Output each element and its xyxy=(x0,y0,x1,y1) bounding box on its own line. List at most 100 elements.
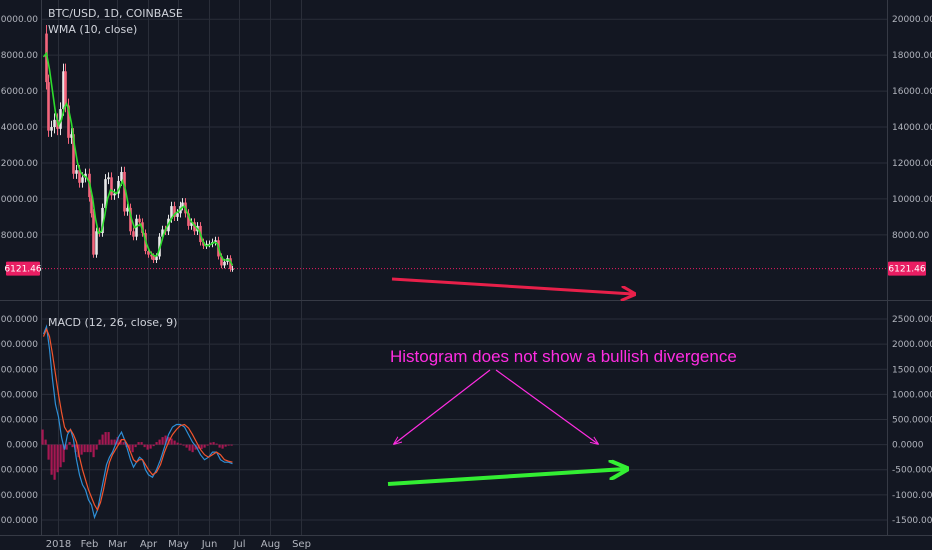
candle-body xyxy=(81,177,84,183)
candle-body xyxy=(170,206,173,219)
candle-body xyxy=(64,71,67,106)
candle-body xyxy=(123,171,126,212)
histogram-bar xyxy=(89,444,92,453)
histogram-bar xyxy=(56,444,59,473)
macd-y-tick-left: -500.0000 xyxy=(0,466,38,476)
histogram-bar xyxy=(128,444,131,450)
macd-y-tick-right: -1500.0000 xyxy=(892,516,932,526)
candle-body xyxy=(138,218,141,223)
candle-body xyxy=(231,268,234,270)
histogram-bar xyxy=(149,444,152,449)
candle-body xyxy=(47,82,50,131)
candle-body xyxy=(181,202,184,207)
annotation-text: Histogram does not show a bullish diverg… xyxy=(390,347,737,366)
macd-y-tick-left: 2000.0000 xyxy=(0,340,38,350)
histogram-bar xyxy=(218,444,221,448)
histogram-bar xyxy=(185,444,188,448)
price-badge-right xyxy=(888,261,926,276)
wma-title[interactable]: WMA (10, close) xyxy=(48,23,137,36)
price-y-axis: 20000.00 20000.00 18000.00 18000.00 16000.00… xyxy=(0,15,932,241)
signal-line xyxy=(42,327,233,512)
histogram-bar xyxy=(212,442,215,445)
histogram-bar xyxy=(107,432,110,445)
macd-y-tick-right: 1000.0000 xyxy=(892,390,932,400)
x-tick-label: 2018 xyxy=(46,539,71,550)
histogram-bar xyxy=(113,439,116,445)
macd-y-tick-right: -500.0000 xyxy=(892,466,932,476)
candle-body xyxy=(59,109,62,129)
histogram-bar xyxy=(155,442,158,445)
x-tick-label: May xyxy=(168,539,189,550)
time-x-axis: 2018 Feb Mar Apr May Jun Jul Aug Sep xyxy=(46,539,311,550)
histogram-bar xyxy=(158,439,161,445)
histogram-bar xyxy=(98,439,101,445)
candle-body xyxy=(147,251,150,255)
histogram-bar xyxy=(80,444,83,455)
histogram-bar xyxy=(62,444,65,463)
histogram-bar xyxy=(200,444,203,450)
x-tick-label: Feb xyxy=(81,539,99,550)
macd-y-tick-left: 1000.0000 xyxy=(0,390,38,400)
candle-body xyxy=(67,105,70,138)
candle-body xyxy=(129,207,132,232)
candle-body xyxy=(113,193,116,196)
histogram-bar xyxy=(194,444,197,450)
candle-body xyxy=(110,177,113,196)
price-y-tick-right: 20000.00 xyxy=(892,15,932,25)
histogram-bar xyxy=(86,444,89,453)
price-y-tick-right: 10000.00 xyxy=(892,195,932,205)
candle-body xyxy=(150,254,153,257)
candle-body xyxy=(155,256,158,261)
price-y-tick-left: 16000.00 xyxy=(0,87,38,97)
wma-line xyxy=(42,51,234,266)
histogram-bar xyxy=(41,429,44,445)
candle-body xyxy=(161,229,164,237)
histogram-bar xyxy=(131,444,134,453)
macd-y-tick-left: 1500.0000 xyxy=(0,365,38,375)
histogram-bar xyxy=(65,444,68,450)
candle-body xyxy=(78,170,81,183)
candle-body xyxy=(187,213,190,226)
macd-y-tick-right: 2000.0000 xyxy=(892,340,932,350)
macd-y-tick-left: 500.0000 xyxy=(0,416,38,426)
histogram-bar xyxy=(224,444,227,447)
candle-body xyxy=(220,256,223,266)
annotation-pointer-left xyxy=(394,369,491,444)
macd-y-axis: 2500.0000 2500.0000 2000.0000 2000.0000 1500… xyxy=(0,315,932,526)
histogram-bar xyxy=(110,439,113,445)
macd-y-tick-right: -1000.0000 xyxy=(892,491,932,501)
price-y-tick-left: 20000.00 xyxy=(0,15,38,25)
histogram-bar xyxy=(230,444,233,446)
macd-y-tick-right: 0.0000 xyxy=(892,441,924,451)
price-badge-left xyxy=(6,261,40,276)
macd-title[interactable]: MACD (12, 26, close, 9) xyxy=(48,316,177,329)
histogram-bar xyxy=(53,444,56,480)
annotation-pointer-right xyxy=(495,369,598,444)
histogram-bar xyxy=(59,444,62,468)
histogram-bar xyxy=(146,444,149,450)
candle-body xyxy=(104,179,107,208)
macd-y-tick-right: 500.0000 xyxy=(892,416,932,426)
histogram-bar xyxy=(203,444,206,448)
histogram-bar xyxy=(44,439,47,445)
histogram-bar xyxy=(101,434,104,445)
histogram-bar xyxy=(191,444,194,453)
macd-y-tick-left: -1000.0000 xyxy=(0,491,38,501)
histogram-bar xyxy=(152,444,155,447)
price-y-tick-left: 18000.00 xyxy=(0,51,38,61)
histogram-bar xyxy=(50,444,53,475)
symbol-title[interactable]: BTC/USD, 1D, COINBASE xyxy=(48,7,183,20)
histogram-bar xyxy=(170,438,173,445)
x-tick-label: Aug xyxy=(261,539,281,550)
x-tick-label: Jun xyxy=(201,539,218,550)
candle-body xyxy=(132,231,135,237)
candle-body xyxy=(53,119,56,128)
x-tick-label: Apr xyxy=(140,539,158,550)
green-trend-arrow xyxy=(387,469,625,486)
candle-body xyxy=(229,258,232,270)
histogram-bar xyxy=(164,435,167,445)
histogram-bar xyxy=(209,442,212,445)
price-y-tick-right: 14000.00 xyxy=(892,123,932,133)
x-tick-label: Sep xyxy=(292,539,311,550)
